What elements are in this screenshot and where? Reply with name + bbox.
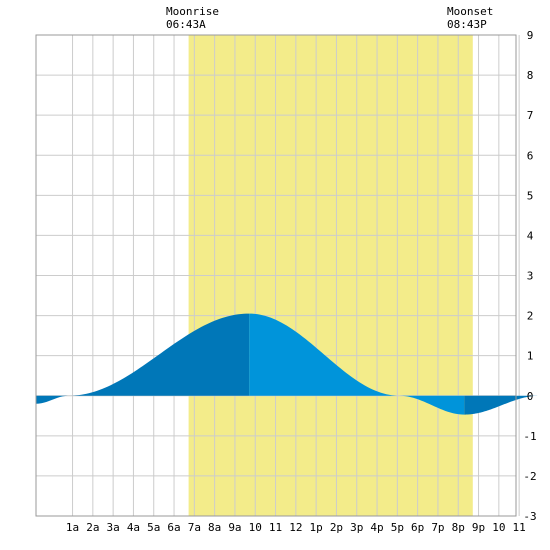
x-tick-label: 5p <box>391 521 404 534</box>
moonset-time: 08:43P <box>447 18 487 31</box>
x-tick-label: 1a <box>66 521 79 534</box>
x-tick-label: 10 <box>249 521 262 534</box>
grid <box>36 34 520 517</box>
y-tick-label: 5 <box>527 189 534 202</box>
x-tick-label: 3a <box>107 521 120 534</box>
x-tick-label: 8p <box>452 521 465 534</box>
x-tick-label: 4a <box>127 521 140 534</box>
tide-falling-segment <box>249 313 465 415</box>
x-tick-label: 6p <box>411 521 424 534</box>
x-tick-label: 8a <box>208 521 221 534</box>
x-tick-label: 9a <box>228 521 241 534</box>
x-axis-labels: 1a 2a 3a 4a 5a 6a 7a 8a 9a 10 11 12 1p 2p 3p 4p 5p 6p 7p 8p… <box>66 521 526 534</box>
x-tick-label: 7a <box>188 521 201 534</box>
moonrise-time: 06:43A <box>166 18 206 31</box>
y-tick-label: 9 <box>527 29 534 42</box>
x-tick-label: 2p <box>330 521 343 534</box>
x-tick-label: 11 <box>513 521 526 534</box>
x-tick-label: 2a <box>86 521 99 534</box>
moonset-title: Moonset <box>447 5 493 18</box>
y-tick-label: -2 <box>523 470 536 483</box>
x-tick-label: 5a <box>147 521 160 534</box>
x-tick-label: 7p <box>431 521 444 534</box>
moonrise-title: Moonrise <box>166 5 219 18</box>
y-tick-label: 1 <box>527 350 534 363</box>
x-tick-label: 10 <box>492 521 505 534</box>
y-tick-label: 6 <box>527 149 534 162</box>
tide-area <box>36 313 540 415</box>
y-tick-label: -1 <box>523 430 536 443</box>
x-tick-label: 12 <box>289 521 302 534</box>
x-tick-label: 4p <box>370 521 383 534</box>
x-tick-label: 1p <box>310 521 323 534</box>
tide-rising-segment <box>36 313 250 404</box>
y-tick-label: 3 <box>527 270 534 283</box>
y-tick-label: 2 <box>527 310 534 323</box>
y-tick-label: 7 <box>527 109 534 122</box>
y-tick-label: 8 <box>527 69 534 82</box>
tide-rising-segment <box>464 395 540 415</box>
y-axis-labels: -3 -2 -1 0 1 2 3 4 5 6 7 8 9 <box>523 29 536 523</box>
y-tick-label: 4 <box>527 229 534 242</box>
x-tick-label: 11 <box>269 521 282 534</box>
y-tick-label: 0 <box>527 390 534 403</box>
x-tick-label: 6a <box>167 521 180 534</box>
x-tick-label: 3p <box>350 521 363 534</box>
y-tick-label: -3 <box>523 510 536 523</box>
plot-frame <box>35 34 517 517</box>
x-tick-label: 9p <box>472 521 485 534</box>
